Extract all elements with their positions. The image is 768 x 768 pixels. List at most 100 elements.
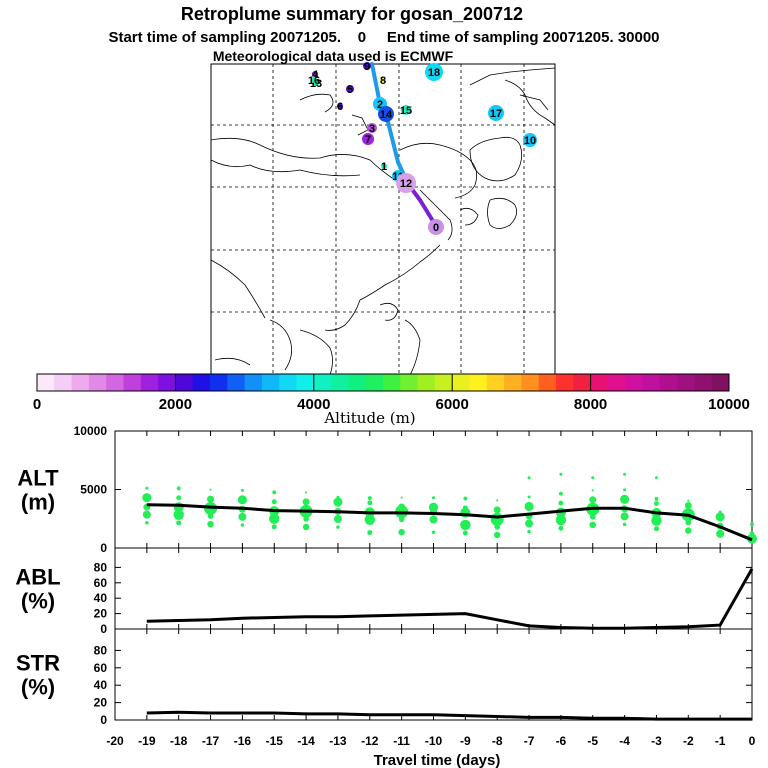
colorbar-swatch	[210, 374, 228, 391]
alt-particle-dot	[400, 496, 403, 499]
track-segment	[386, 120, 400, 164]
alt-particle-dot	[558, 491, 563, 496]
x-tick-label: -15	[266, 734, 284, 748]
colorbar-swatch	[261, 374, 280, 391]
alt-particle-dot	[685, 519, 692, 526]
alt-particle-dot	[398, 516, 405, 523]
marker-circle-6	[337, 103, 343, 109]
alt-particle-dot	[749, 531, 755, 537]
panel-str: 80 60 40 20 0 STR(%)	[16, 628, 753, 727]
alt-particle-dot	[555, 514, 567, 526]
marker-circle-3	[367, 123, 377, 133]
marker-label-10: 10	[524, 135, 536, 147]
time-series-panels: 1000050000ALT(m)806040200ABL(%)806040200…	[15, 424, 757, 727]
alt-particle-dot	[398, 528, 405, 536]
colorbar-swatch	[417, 374, 436, 391]
alt-particle-dot	[145, 520, 149, 525]
colorbar-swatch	[383, 374, 401, 391]
colorbar-swatch	[659, 374, 678, 391]
y-tick-label: 5000	[80, 483, 107, 497]
coastlines	[210, 67, 556, 376]
colorbar-swatch	[227, 374, 245, 391]
alt-particle-dot	[493, 506, 501, 514]
panel-unit-abl: (%)	[21, 589, 55, 614]
colorbar-swatch	[71, 374, 90, 391]
alt-particle-dot	[271, 524, 277, 530]
alt-particle-dot	[620, 494, 630, 504]
colorbar-swatch	[365, 374, 384, 391]
panel-frame	[114, 628, 753, 721]
alt-particle-dot	[623, 488, 627, 492]
colorbar-swatch	[486, 374, 505, 391]
alt-particle-dot	[684, 501, 692, 509]
panel-alt: 10000 5000 0 ALT(m)	[17, 424, 757, 555]
marker-label-8: 8	[380, 75, 386, 87]
alt-particle-dot	[496, 499, 499, 502]
colorbar-swatch	[158, 374, 176, 391]
marker-label-15: 15	[400, 105, 412, 117]
alt-particle-dot	[460, 519, 471, 531]
alt-particle-dot	[238, 512, 247, 521]
colorbar-swatch	[106, 374, 124, 391]
alt-particle-dot	[364, 514, 375, 525]
alt-particle-dot	[622, 522, 627, 527]
x-tick-label: -3	[651, 734, 662, 748]
alt-particle-dot	[591, 476, 595, 480]
marker-circle-17	[488, 105, 504, 121]
alt-particle-dot	[429, 515, 438, 524]
colorbar-frame	[36, 373, 730, 392]
alt-particle-dot	[333, 497, 343, 507]
x-axis-tick-labels: -20 -19 -18 -17 -16 -15 -14 -13 -12 -11 -10 -9 -8 -7-…	[106, 734, 755, 748]
colorbar-swatch	[37, 374, 55, 391]
marker-circle-5	[346, 85, 354, 93]
panel-label-alt: ALT	[17, 466, 59, 491]
x-tick-label: -17	[202, 734, 220, 748]
x-tick-label: -2	[683, 734, 694, 748]
y-tick-label: 0	[100, 713, 107, 727]
colorbar-swatch	[469, 374, 488, 391]
alt-particle-dot	[651, 515, 662, 526]
y-tick-label: 20	[94, 607, 108, 621]
alt-particle-dot	[685, 527, 692, 534]
colorbar-swatch	[296, 374, 315, 391]
alt-particle-dot	[336, 525, 340, 529]
y-tick-label: 0	[100, 622, 107, 636]
x-tick-label: -12	[361, 734, 379, 748]
alt-particle-dot	[591, 489, 594, 492]
alt-particle-dot	[527, 529, 531, 534]
colorbar-swatch	[642, 374, 661, 391]
colorbar-swatch	[88, 374, 107, 391]
alt-particle-dot	[207, 495, 215, 503]
alt-particle-dot	[715, 512, 725, 522]
alt-particle-dot	[527, 495, 531, 499]
alt-particle-dot	[240, 523, 245, 527]
x-tick-label: -16	[234, 734, 252, 748]
alt-particle-dot	[145, 486, 149, 490]
alt-particle-dot	[654, 501, 659, 507]
alt-particle-dot	[490, 512, 504, 526]
alt-particle-dot	[716, 529, 725, 538]
alt-particle-dot	[428, 502, 439, 512]
colorbar-swatch	[244, 374, 263, 391]
alt-particle-dot	[524, 501, 534, 512]
alt-particle-dot	[367, 530, 373, 536]
marker-circle-7	[362, 133, 374, 145]
panel-label-str: STR	[16, 651, 60, 676]
panel-unit-alt: (m)	[21, 490, 55, 515]
colorbar-title: Altitude (m)	[323, 409, 415, 427]
marker-label-4: 4	[312, 69, 319, 81]
colorbar-swatch	[140, 374, 159, 391]
alt-particle-dot	[589, 496, 597, 504]
alt-particle-dot	[367, 500, 373, 506]
y-tick-label: 80	[94, 643, 108, 657]
marker-label-17: 17	[490, 108, 502, 120]
colorbar-swatch	[556, 374, 574, 391]
y-tick-label: 60	[94, 661, 108, 675]
alt-particle-dot	[432, 496, 435, 500]
trajectory-markers: 0123456789101112131415161718	[308, 61, 537, 235]
marker-circle-16	[311, 77, 317, 83]
x-tick-label: -4	[619, 734, 630, 748]
marker-label-3: 3	[369, 123, 375, 135]
colorbar-swatch	[590, 374, 609, 391]
